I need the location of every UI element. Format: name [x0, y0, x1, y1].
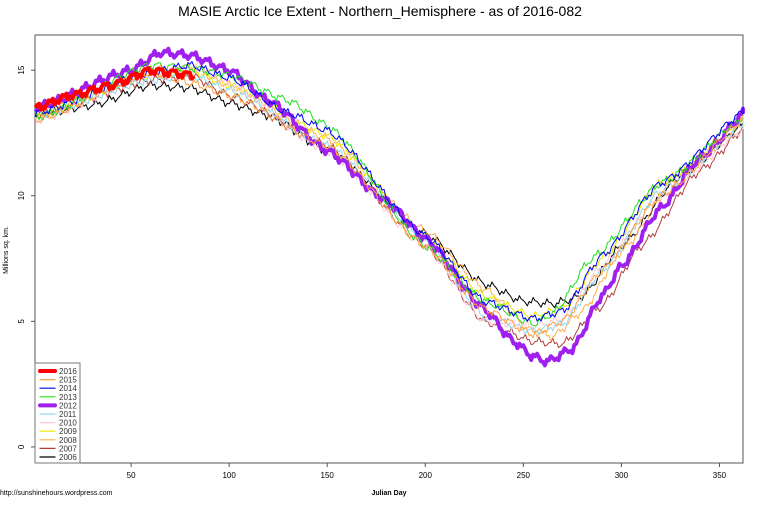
legend-label-2007: 2007	[59, 444, 77, 453]
x-tick-label: 200	[419, 471, 433, 480]
y-tick-label: 15	[17, 65, 26, 74]
x-tick-label: 100	[222, 471, 236, 480]
legend-label-2009: 2009	[59, 427, 77, 436]
legend-label-2013: 2013	[59, 393, 77, 402]
x-tick-label: 250	[517, 471, 531, 480]
legend-label-2014: 2014	[59, 384, 77, 393]
y-tick-label: 5	[17, 319, 26, 324]
series-line-2012	[33, 46, 745, 368]
legend-label-2006: 2006	[59, 453, 77, 462]
x-tick-label: 150	[321, 471, 335, 480]
x-axis-label: Julian Day	[371, 490, 406, 497]
chart-title: MASIE Arctic Ice Extent - Northern_Hemis…	[178, 3, 582, 19]
series-layer	[33, 46, 745, 368]
legend-label-2012: 2012	[59, 401, 77, 410]
series-line-2016	[33, 66, 196, 112]
legend-label-2008: 2008	[59, 436, 77, 445]
x-tick-label: 300	[615, 471, 629, 480]
y-tick-label: 10	[17, 191, 26, 200]
series-line-2010	[34, 61, 744, 331]
x-tick-label: 50	[127, 471, 136, 480]
legend-label-2016: 2016	[59, 367, 77, 376]
plot-frame	[34, 34, 744, 464]
credit-text: http://sunshinehours.wordpress.com	[0, 490, 113, 497]
series-line-2009	[34, 66, 744, 321]
series-line-2013	[34, 62, 744, 327]
legend: 2016201520142013201220112010200920082007…	[34, 362, 81, 464]
legend-label-2015: 2015	[59, 376, 77, 385]
legend-label-2010: 2010	[59, 419, 77, 428]
legend-label-2011: 2011	[59, 410, 77, 419]
y-tick-label: 0	[17, 444, 26, 449]
series-line-2006	[34, 80, 744, 309]
y-axis-label: Millions sq. km.	[3, 226, 10, 274]
x-tick-label: 350	[713, 471, 727, 480]
series-line-2014	[34, 61, 744, 322]
axes-layer: 50 100 150 200 250 300 350 0 5 10 15	[17, 65, 727, 480]
